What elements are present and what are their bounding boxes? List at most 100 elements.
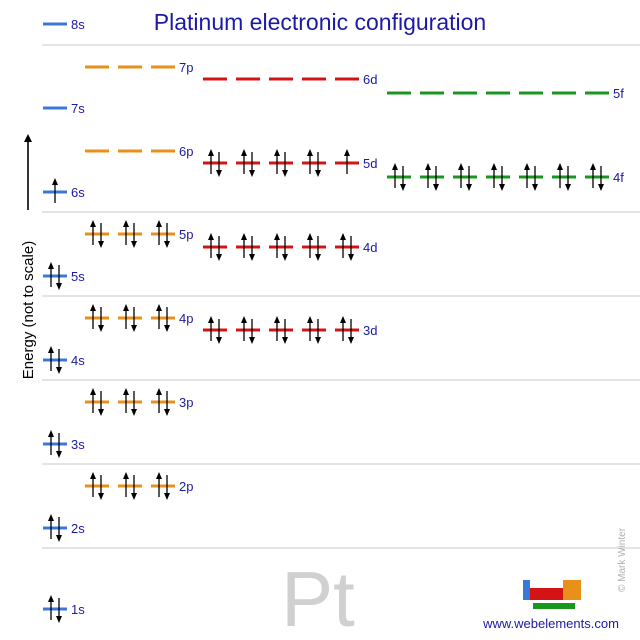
- spin-down-arrowhead: [56, 367, 62, 374]
- subshell-1s: 1s: [43, 595, 85, 623]
- subshell-label: 6d: [363, 72, 377, 87]
- subshell-5f: 5f: [387, 86, 624, 101]
- spin-down-arrowhead: [249, 254, 255, 261]
- spin-down-arrowhead: [98, 409, 104, 416]
- spin-down-arrowhead: [98, 325, 104, 332]
- subshell-label: 4p: [179, 311, 193, 326]
- subshell-3s: 3s: [43, 430, 85, 458]
- subshell-4d: 4d: [203, 233, 377, 261]
- subshell-label: 7p: [179, 60, 193, 75]
- spin-down-arrowhead: [56, 616, 62, 623]
- spin-down-arrowhead: [56, 451, 62, 458]
- spin-up-arrowhead: [392, 163, 398, 170]
- spin-up-arrowhead: [48, 514, 54, 521]
- subshell-label: 4f: [613, 170, 624, 185]
- webelements-logo: [523, 580, 581, 609]
- subshell-4s: 4s: [43, 346, 85, 374]
- spin-up-arrowhead: [274, 233, 280, 240]
- spin-up-arrowhead: [90, 304, 96, 311]
- subshell-8s: 8s: [43, 17, 85, 32]
- subshell-5d: 5d: [203, 149, 377, 177]
- spin-up-arrowhead: [491, 163, 497, 170]
- subshell-label: 6s: [71, 185, 85, 200]
- subshell-2p: 2p: [85, 472, 193, 500]
- spin-up-arrowhead: [123, 472, 129, 479]
- spin-down-arrowhead: [565, 184, 571, 191]
- spin-down-arrowhead: [56, 283, 62, 290]
- element-symbol: Pt: [281, 555, 355, 640]
- diagram-title: Platinum electronic configuration: [154, 9, 486, 35]
- subshell-6s: 6s: [43, 178, 85, 203]
- subshell-5p: 5p: [85, 220, 193, 248]
- spin-up-arrowhead: [524, 163, 530, 170]
- spin-down-arrowhead: [282, 254, 288, 261]
- spin-up-arrowhead: [307, 233, 313, 240]
- energy-axis: Energy (not to scale): [20, 134, 37, 379]
- energy-axis-label: Energy (not to scale): [20, 241, 37, 379]
- subshell-5s: 5s: [43, 262, 85, 290]
- spin-up-arrowhead: [156, 388, 162, 395]
- spin-down-arrowhead: [56, 535, 62, 542]
- spin-up-arrowhead: [241, 316, 247, 323]
- subshell-label: 6p: [179, 144, 193, 159]
- spin-up-arrowhead: [123, 220, 129, 227]
- spin-down-arrowhead: [131, 409, 137, 416]
- subshell-6d: 6d: [203, 72, 377, 87]
- spin-down-arrowhead: [164, 241, 170, 248]
- spin-up-arrowhead: [156, 304, 162, 311]
- subshell-3d: 3d: [203, 316, 377, 344]
- spin-down-arrowhead: [98, 241, 104, 248]
- spin-up-arrowhead: [156, 220, 162, 227]
- subshell-label: 5s: [71, 269, 85, 284]
- subshell-label: 4s: [71, 353, 85, 368]
- spin-down-arrowhead: [598, 184, 604, 191]
- subshell-3p: 3p: [85, 388, 193, 416]
- spin-up-arrowhead: [458, 163, 464, 170]
- spin-up-arrowhead: [48, 262, 54, 269]
- spin-up-arrowhead: [557, 163, 563, 170]
- spin-down-arrowhead: [400, 184, 406, 191]
- spin-up-arrowhead: [241, 149, 247, 156]
- spin-up-arrowhead: [48, 430, 54, 437]
- spin-up-arrowhead: [90, 472, 96, 479]
- spin-down-arrowhead: [164, 325, 170, 332]
- spin-up-arrowhead: [123, 388, 129, 395]
- spin-up-arrowhead: [344, 149, 350, 156]
- subshell-4f: 4f: [387, 163, 624, 191]
- subshell-label: 5d: [363, 156, 377, 171]
- spin-down-arrowhead: [131, 241, 137, 248]
- spin-down-arrowhead: [532, 184, 538, 191]
- spin-up-arrowhead: [307, 316, 313, 323]
- spin-down-arrowhead: [499, 184, 505, 191]
- spin-down-arrowhead: [216, 254, 222, 261]
- spin-up-arrowhead: [52, 178, 58, 185]
- spin-down-arrowhead: [348, 254, 354, 261]
- spin-up-arrowhead: [156, 472, 162, 479]
- credit-text: © Mark Winter: [617, 527, 628, 592]
- subshell-label: 5f: [613, 86, 624, 101]
- spin-down-arrowhead: [315, 170, 321, 177]
- spin-down-arrowhead: [348, 337, 354, 344]
- spin-down-arrowhead: [466, 184, 472, 191]
- spin-up-arrowhead: [90, 220, 96, 227]
- energy-levels: 1s 2s 2p 3s 3p 4s 3d 4p 5s 4d 5p 6s 4f 5d 6p 7s 5f 6d 7p 8s: [43, 17, 624, 623]
- subshell-6p: 6p: [85, 144, 193, 159]
- spin-up-arrowhead: [340, 316, 346, 323]
- spin-down-arrowhead: [282, 170, 288, 177]
- subshell-label: 4d: [363, 240, 377, 255]
- spin-up-arrowhead: [274, 316, 280, 323]
- spin-up-arrowhead: [241, 233, 247, 240]
- subshell-label: 3d: [363, 323, 377, 338]
- spin-up-arrowhead: [590, 163, 596, 170]
- subshell-label: 2p: [179, 479, 193, 494]
- subshell-2s: 2s: [43, 514, 85, 542]
- spin-down-arrowhead: [131, 325, 137, 332]
- website-link[interactable]: www.webelements.com: [482, 616, 619, 631]
- spin-down-arrowhead: [216, 170, 222, 177]
- subshell-7p: 7p: [85, 60, 193, 75]
- spin-down-arrowhead: [98, 493, 104, 500]
- period-separators: [42, 44, 640, 549]
- subshell-label: 3s: [71, 437, 85, 452]
- spin-up-arrowhead: [208, 316, 214, 323]
